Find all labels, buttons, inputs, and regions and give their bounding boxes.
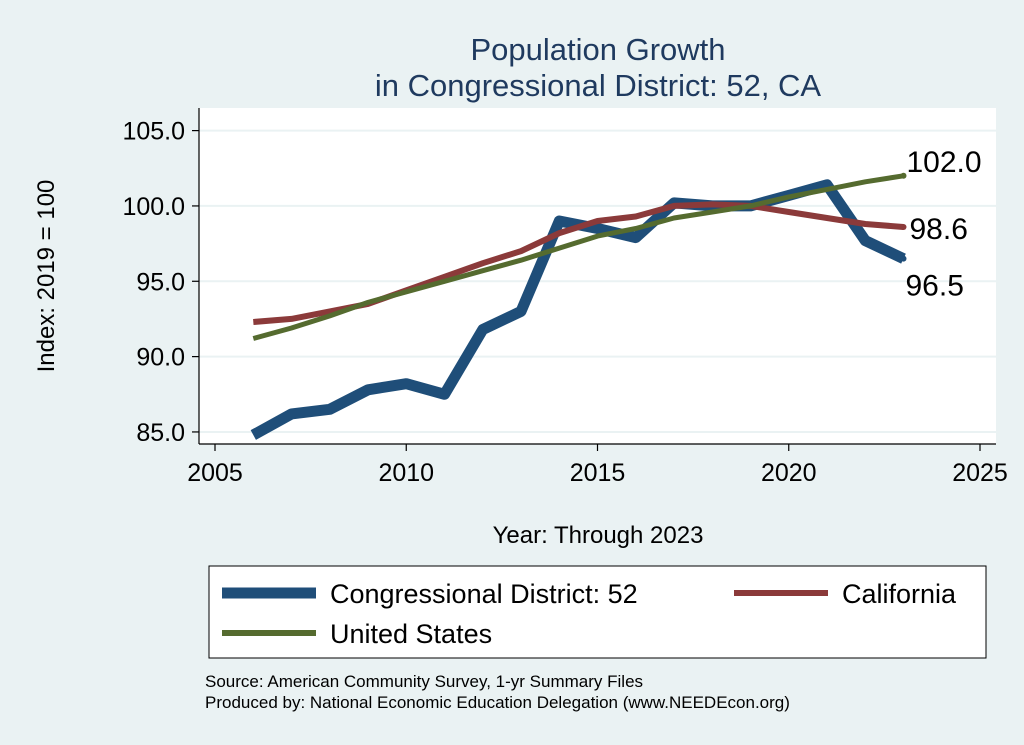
legend-label-united-states: United States — [330, 619, 492, 649]
end-label-california: 98.6 — [910, 213, 968, 246]
series-end-point-california — [900, 224, 907, 231]
end-label-united-states: 102.0 — [907, 146, 982, 179]
x-tick-label: 2025 — [952, 459, 1008, 487]
end-label-district: 96.5 — [906, 270, 964, 303]
legend-label-district: Congressional District: 52 — [330, 579, 638, 609]
y-tick-label: 90.0 — [136, 344, 185, 372]
x-tick-label: 2020 — [761, 459, 817, 487]
x-ticks: 2005 2010 2015 2020 2025 — [187, 444, 1008, 487]
y-tick-label: 100.0 — [122, 193, 185, 221]
legend-box — [208, 565, 987, 659]
chart-title-line1: Population Growth — [470, 32, 725, 67]
series-end-point-district — [900, 255, 907, 262]
y-axis-title: Index: 2019 = 100 — [33, 180, 60, 373]
y-ticks: 85.0 90.0 95.0 100.0 105.0 — [122, 118, 199, 447]
series-line-united-states — [252, 173, 904, 341]
y-tick-label: 85.0 — [136, 419, 185, 447]
plot-area — [199, 108, 996, 444]
legend-label-california: California — [842, 579, 957, 609]
x-tick-label: 2015 — [570, 459, 626, 487]
x-tick-label: 2010 — [378, 459, 434, 487]
x-axis-title: Year: Through 2023 — [493, 522, 704, 549]
end-labels: 96.5 98.6 102.0 — [906, 146, 982, 303]
source-line-1: Source: American Community Survey, 1-yr … — [205, 672, 643, 691]
series-layer — [250, 172, 907, 440]
series-end-point-united-states — [900, 172, 907, 179]
source-line-2: Produced by: National Economic Education… — [205, 693, 790, 712]
gridlines — [199, 129, 996, 433]
y-tick-label: 95.0 — [136, 268, 185, 296]
x-tick-label: 2005 — [187, 459, 243, 487]
chart-title-line2: in Congressional District: 52, CA — [375, 68, 822, 103]
y-tick-label: 105.0 — [122, 118, 185, 146]
